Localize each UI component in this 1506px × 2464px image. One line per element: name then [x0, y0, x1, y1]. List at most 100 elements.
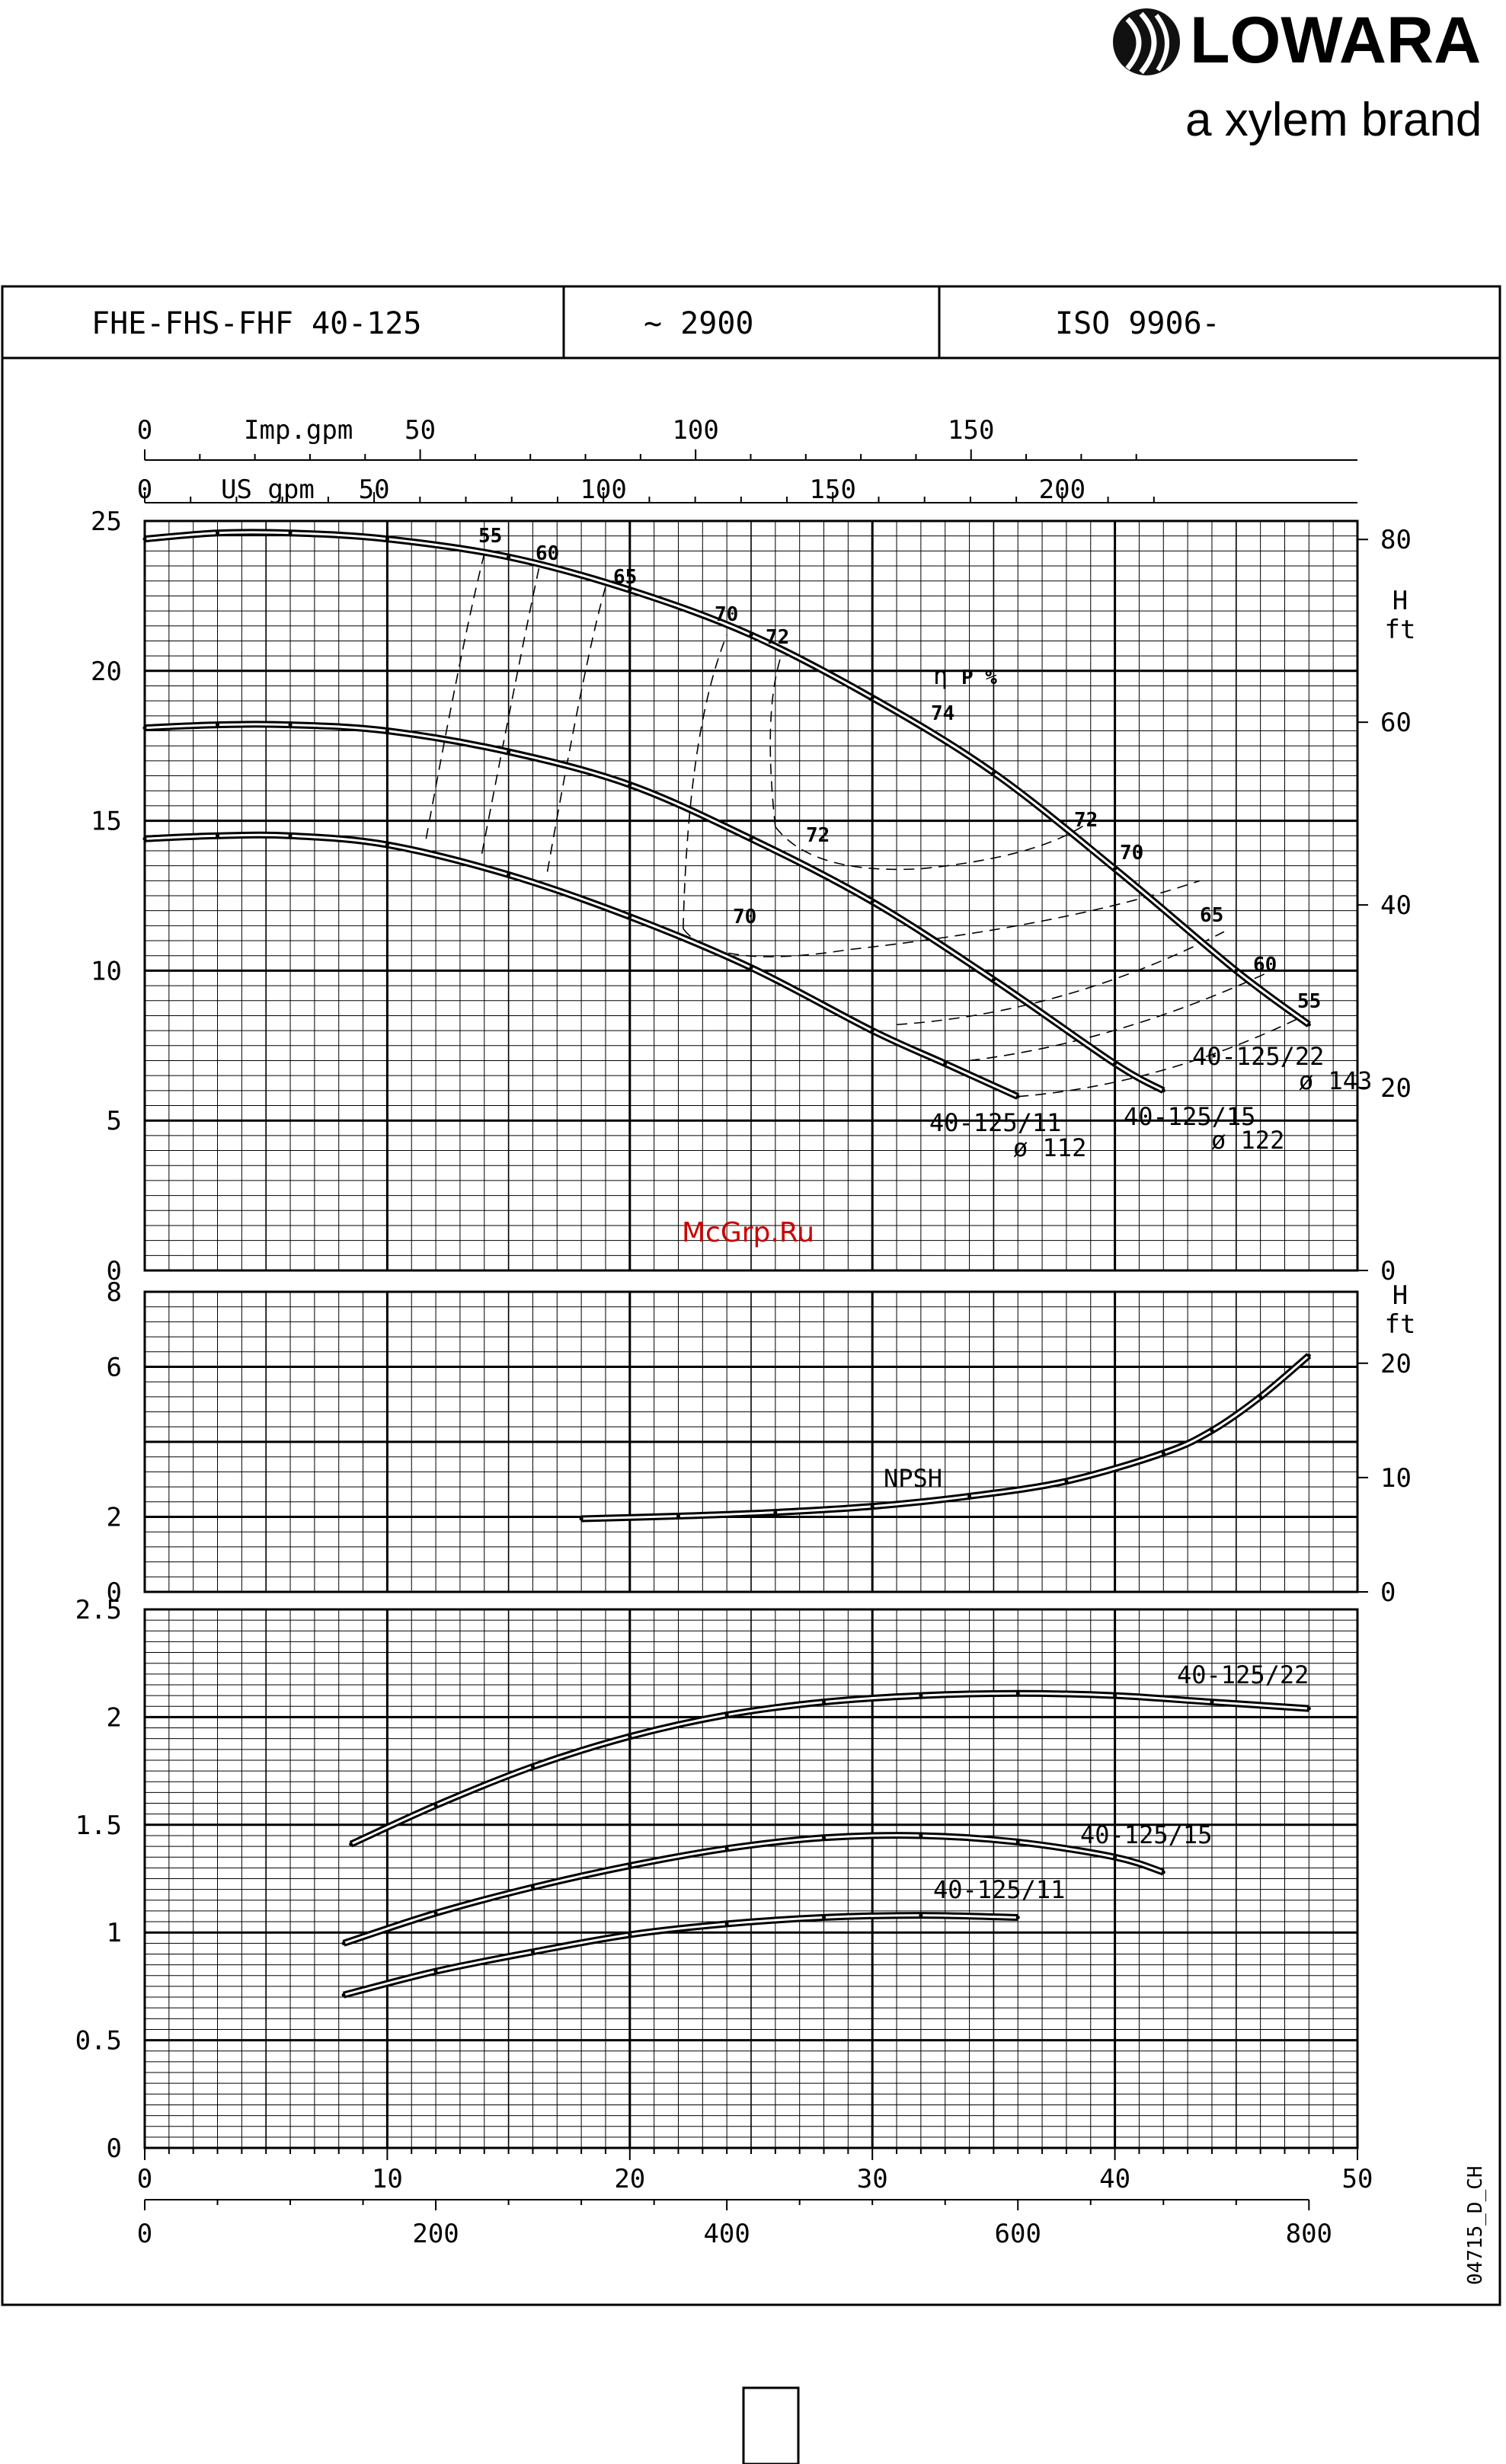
head-point-40-125-15: [991, 977, 996, 982]
efficiency-iso-line: [546, 586, 606, 872]
efficiency-eta-symbol: η: [933, 661, 948, 690]
efficiency-label: 70: [733, 906, 756, 928]
right-tick-label: 40: [1380, 890, 1412, 921]
page-number-box: [742, 2386, 800, 2464]
npsh-point-npsh: [1161, 1451, 1165, 1456]
chart-grids: [143, 519, 1359, 2149]
brand-name: LOWARA: [1190, 4, 1481, 77]
npsh-point-npsh: [773, 1510, 778, 1515]
npsh-panel-border: [143, 1290, 1359, 1593]
npsh-point-npsh: [1306, 1353, 1311, 1358]
power-point-40-125-15: [341, 1941, 346, 1945]
x-tick-lmin: 800: [1286, 2219, 1332, 2249]
x-tick-m3h: 20: [614, 2164, 645, 2194]
power-point-40-125-15: [1161, 1870, 1165, 1874]
head-curve-inner-40-125-22: [144, 531, 1310, 1026]
chart-series: [142, 529, 1312, 1999]
head-point-40-125-22: [870, 695, 875, 700]
us-gpm-axis-label: US gpm: [221, 475, 315, 505]
y-tick-label: 0: [107, 1577, 122, 1608]
x-tick-m3h: 30: [857, 2164, 888, 2194]
us-gpm-tick-label: 150: [810, 475, 856, 505]
head-point-40-125-15: [628, 782, 632, 787]
efficiency-label: 60: [536, 542, 559, 565]
head-point-40-125-11: [216, 833, 220, 838]
power-point-40-125-22: [919, 1693, 923, 1698]
us-gpm-tick-label: 50: [359, 475, 390, 505]
power-point-40-125-22: [349, 1842, 353, 1846]
y-tick-label: 0: [107, 2133, 122, 2164]
power-point-40-125-15: [1015, 1839, 1020, 1844]
y-tick-label: 2.5: [75, 1595, 122, 1625]
header-speed: ~ 2900: [644, 306, 754, 341]
power-point-40-125-22: [1306, 1706, 1311, 1711]
npsh-point-npsh: [676, 1514, 680, 1519]
header-model: FHE-FHS-FHF 40-125: [91, 306, 421, 341]
efficiency-label: 60: [1253, 954, 1277, 976]
head-point-40-125-11: [288, 833, 293, 838]
power-curve-inner-40-125-11: [343, 1914, 1018, 1996]
brand-tagline: a xylem brand: [1185, 94, 1482, 146]
power-point-40-125-15: [433, 1911, 438, 1916]
efficiency-label: 72: [806, 824, 830, 847]
power-point-40-125-11: [724, 1922, 729, 1926]
efficiency-label: 70: [1120, 842, 1143, 864]
imp-gpm-tick-label: 50: [404, 415, 436, 446]
efficiency-title: P %: [961, 666, 997, 689]
efficiency-iso-line: [683, 634, 727, 929]
right-tick-label: 0: [1380, 1577, 1396, 1608]
lowara-logo: LOWARA a xylem brand: [1113, 4, 1482, 146]
efficiency-label: 55: [1297, 990, 1321, 1013]
y-tick-label: 1.5: [75, 1810, 122, 1841]
power-point-40-125-11: [1015, 1915, 1020, 1919]
power-series-label: 40-125/15: [1080, 1820, 1212, 1849]
head-point-40-125-22: [991, 771, 996, 775]
imp-gpm-tick-label: 0: [137, 415, 152, 446]
efficiency-label: 55: [478, 525, 502, 548]
power-point-40-125-11: [433, 1969, 438, 1973]
imp-gpm-tick-label: 100: [672, 415, 718, 446]
y-tick-label: 6: [107, 1353, 122, 1383]
head-point-40-125-22: [749, 633, 753, 638]
y-tick-label: 25: [91, 507, 122, 537]
head-point-40-125-15: [385, 729, 389, 733]
head-point-40-125-15: [1161, 1088, 1165, 1093]
efficiency-iso-line: [769, 658, 781, 827]
head-point-40-125-11: [870, 1028, 875, 1033]
efficiency-iso-line: [425, 554, 485, 839]
power-series-label: 40-125/22: [1177, 1660, 1309, 1689]
us-gpm-tick-label: 100: [580, 475, 626, 505]
head-curve-inner-40-125-11: [144, 833, 1018, 1098]
power-point-40-125-11: [341, 1993, 346, 1997]
efficiency-label: 74: [931, 702, 954, 725]
x-tick-lmin: 200: [412, 2219, 459, 2249]
head-series-diameter: ø 122: [1211, 1126, 1284, 1155]
npsh-point-npsh: [1210, 1428, 1214, 1433]
power-point-40-125-11: [822, 1915, 827, 1919]
npsh-point-npsh: [870, 1504, 875, 1509]
power-point-40-125-22: [1210, 1700, 1214, 1705]
power-point-40-125-22: [724, 1713, 729, 1718]
power-point-40-125-11: [919, 1913, 923, 1918]
head-point-40-125-15: [870, 900, 875, 904]
head-point-40-125-15: [288, 723, 293, 727]
imp-gpm-tick-label: 150: [948, 415, 994, 446]
x-tick-lmin: 400: [703, 2219, 750, 2249]
x-tick-lmin: 0: [137, 2219, 152, 2249]
right-tick-label: 0: [1380, 1256, 1396, 1286]
y-tick-label: 15: [91, 807, 122, 837]
power-point-40-125-15: [1113, 1855, 1118, 1859]
head-point-40-125-11: [749, 965, 753, 970]
head-point-40-125-15: [142, 726, 147, 730]
y-tick-label: 2: [107, 1702, 122, 1733]
y-tick-label: 20: [91, 657, 122, 687]
npsh-series-label: NPSH: [884, 1464, 942, 1493]
x-tick-m3h: 40: [1099, 2164, 1130, 2194]
right-axis-label-h: H: [1392, 586, 1408, 616]
npsh-panel-grid: [143, 1290, 1359, 1593]
head-point-40-125-22: [385, 537, 389, 542]
power-point-40-125-11: [628, 1932, 632, 1937]
y-tick-label: 10: [91, 956, 122, 986]
efficiency-iso-line: [969, 973, 1266, 1062]
